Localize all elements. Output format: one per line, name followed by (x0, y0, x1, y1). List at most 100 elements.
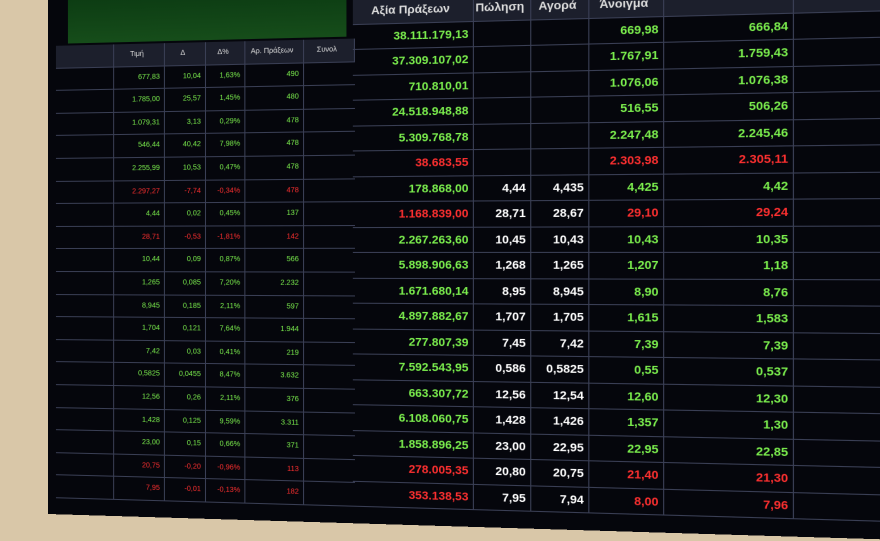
value-cell: 1,265 (531, 252, 590, 278)
value-cell: 4.897.882,67 (352, 303, 474, 330)
value-cell: 2,00% (794, 36, 880, 66)
value-cell: 0,5825 (531, 356, 590, 383)
index-chart (67, 0, 347, 44)
value-cell: -7,74 (164, 180, 207, 203)
value-cell: 8,945 (531, 278, 590, 304)
value-cell: 7,94 (531, 485, 590, 513)
value-cell: 28,71 (473, 201, 532, 227)
value-cell: 3.311 (245, 411, 305, 435)
value-cell: 480 (245, 86, 305, 110)
value-cell: 677,83 (114, 66, 165, 89)
value-cell: 12,54 (531, 382, 590, 409)
value-cell: 1,268 (473, 252, 532, 278)
value-cell: 1,428 (114, 408, 165, 432)
value-cell: 371 (245, 434, 305, 458)
symbol-cell (55, 112, 115, 136)
value-cell (531, 148, 590, 175)
value-cell: 9,59% (206, 410, 246, 434)
value-cell: 1,707 (473, 304, 532, 330)
value-cell: 1,63% (206, 64, 246, 88)
value-cell: 2.305,11 (664, 146, 795, 174)
value-cell: 10,53 (164, 157, 207, 180)
value-cell: 1,64% (794, 225, 880, 252)
table-row: 2.297,27 -7,74 -0,34% 478 (55, 178, 355, 205)
value-cell: 8,47% (206, 364, 246, 387)
right-table: Αξία Πράξεων Πώληση Αγορά Άνοιγμα 38.111.179… (352, 0, 880, 524)
value-cell: 1.858.896,25 (352, 430, 474, 458)
table-row: 1,704 0,121 7,64% 1.944 (55, 317, 355, 343)
value-cell: 22,95 (589, 435, 665, 462)
value-cell: 0,64% (794, 144, 880, 172)
value-cell: 2,15% (794, 171, 880, 199)
value-cell: 546,44 (114, 134, 165, 158)
value-cell: 10,43 (531, 226, 590, 252)
value-cell: -0,13% (206, 479, 246, 503)
value-cell (794, 492, 880, 523)
table-row: 8,945 0,185 2,11% 597 (55, 294, 355, 320)
value-cell: 113 (245, 457, 305, 481)
value-cell: 23,00 (473, 432, 532, 459)
value-cell: 20,80 (473, 458, 532, 485)
value-cell: 10,44 (114, 249, 165, 272)
value-cell: 10,45 (473, 227, 532, 252)
value-cell: 4,44 (473, 175, 532, 201)
value-cell: 182 (245, 480, 305, 505)
value-cell: 1.785,00 (114, 88, 165, 112)
value-cell: 7,95 (114, 476, 165, 501)
symbol-cell (55, 430, 115, 454)
value-cell: 478 (245, 156, 305, 179)
symbol-cell (55, 407, 115, 431)
value-cell: 10,35 (664, 226, 795, 252)
value-cell: 7,64% (206, 318, 246, 341)
value-cell: 1.168.839,00 (352, 201, 474, 227)
symbol-cell (55, 226, 115, 249)
value-cell: 1.767,91 (589, 42, 665, 70)
value-cell: 20,75 (531, 460, 590, 487)
value-cell: 142 (245, 225, 305, 249)
value-cell: 0,41% (206, 341, 246, 364)
value-cell: 1,45% (206, 87, 246, 111)
header-cell: Δ (164, 42, 207, 66)
value-cell (473, 149, 532, 175)
value-cell: 7.592.543,95 (352, 354, 474, 381)
value-cell: 2,11% (206, 387, 246, 411)
value-cell: 7,39 (589, 331, 665, 357)
value-cell: 10,04 (164, 65, 207, 88)
value-cell: 1.944 (245, 318, 305, 342)
value-cell: 40,42 (164, 134, 207, 157)
table-row: 2.255,99 10,53 0,47% 478 (55, 155, 355, 182)
value-cell (531, 44, 590, 71)
symbol-cell (55, 203, 115, 226)
value-cell: 1,18 (664, 252, 795, 279)
table-row: 546,44 40,42 7,98% 478 (55, 132, 355, 159)
value-cell (473, 45, 532, 72)
value-cell: 22,85 (664, 436, 795, 465)
value-cell: 28,71 (114, 226, 165, 249)
symbol-cell (55, 385, 115, 408)
value-cell: -0,01 (164, 478, 207, 502)
value-cell: 7,96 (664, 489, 795, 519)
value-cell: 1,49% (794, 332, 880, 360)
symbol-cell (55, 339, 115, 363)
value-cell: 1.759,43 (664, 39, 795, 69)
value-cell (473, 71, 532, 98)
value-cell: 506,26 (664, 93, 795, 121)
table-row: 10,44 0,09 0,87% 566 (55, 249, 355, 273)
value-cell: 11,77% (794, 306, 880, 333)
value-cell: 1,95% (794, 9, 880, 39)
value-cell: -0,20 (164, 455, 207, 479)
header-cell: Δ% (206, 41, 246, 65)
symbol-cell (55, 475, 115, 499)
value-cell: 21,30 (664, 463, 795, 492)
value-cell (531, 96, 590, 123)
symbol-cell (55, 67, 115, 91)
value-cell: 3,13 (164, 111, 207, 134)
value-cell: 22,95 (531, 434, 590, 461)
header-cell: Αγορά (531, 0, 590, 19)
value-cell: 7,98% (206, 133, 246, 157)
header-cell: Αξία Πράξεων (352, 0, 474, 24)
value-cell: 0,0455 (164, 363, 207, 387)
value-cell: 15,75% (794, 412, 880, 442)
left-table: Τιμή Δ Δ% Αρ. Πράξεων Συνολ 677,83 10,04 1,63% 4… (55, 38, 355, 507)
value-cell: 2.297,27 (114, 180, 165, 203)
